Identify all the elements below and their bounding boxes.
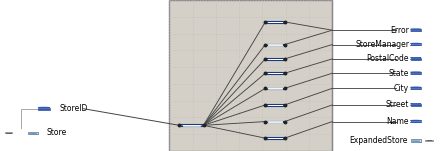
FancyBboxPatch shape xyxy=(332,0,440,151)
FancyBboxPatch shape xyxy=(267,22,283,23)
Ellipse shape xyxy=(38,109,50,110)
FancyBboxPatch shape xyxy=(267,73,283,74)
FancyBboxPatch shape xyxy=(411,87,421,89)
Text: StoreManager: StoreManager xyxy=(355,40,409,49)
Ellipse shape xyxy=(411,45,421,46)
Text: PostalCode: PostalCode xyxy=(367,54,409,63)
FancyBboxPatch shape xyxy=(411,58,421,60)
FancyBboxPatch shape xyxy=(265,44,285,45)
FancyBboxPatch shape xyxy=(265,104,285,106)
FancyBboxPatch shape xyxy=(169,0,332,151)
FancyBboxPatch shape xyxy=(411,120,421,122)
FancyBboxPatch shape xyxy=(265,21,285,23)
Text: StoreID: StoreID xyxy=(59,104,88,113)
FancyBboxPatch shape xyxy=(411,43,421,45)
FancyBboxPatch shape xyxy=(265,58,285,60)
FancyBboxPatch shape xyxy=(5,132,12,133)
FancyBboxPatch shape xyxy=(265,137,285,139)
Ellipse shape xyxy=(411,87,421,88)
FancyBboxPatch shape xyxy=(265,121,285,122)
Ellipse shape xyxy=(411,105,421,106)
Text: Error: Error xyxy=(390,26,409,35)
FancyBboxPatch shape xyxy=(425,140,433,141)
FancyBboxPatch shape xyxy=(179,124,203,126)
Ellipse shape xyxy=(411,43,421,44)
FancyBboxPatch shape xyxy=(38,108,50,110)
FancyBboxPatch shape xyxy=(265,88,285,89)
Text: Name: Name xyxy=(387,117,409,126)
FancyBboxPatch shape xyxy=(265,72,285,74)
FancyBboxPatch shape xyxy=(28,132,38,134)
FancyBboxPatch shape xyxy=(267,138,283,139)
Ellipse shape xyxy=(411,122,421,123)
Text: State: State xyxy=(389,69,409,78)
FancyBboxPatch shape xyxy=(411,139,421,142)
Text: Street: Street xyxy=(386,100,409,109)
Ellipse shape xyxy=(411,120,421,121)
FancyBboxPatch shape xyxy=(267,88,283,89)
Text: Store: Store xyxy=(46,128,66,137)
Text: ExpandedStore: ExpandedStore xyxy=(349,136,408,145)
FancyBboxPatch shape xyxy=(267,59,283,60)
Ellipse shape xyxy=(411,59,421,60)
Text: City: City xyxy=(394,84,409,93)
FancyBboxPatch shape xyxy=(0,0,169,151)
FancyBboxPatch shape xyxy=(411,29,421,31)
FancyBboxPatch shape xyxy=(267,44,283,45)
Ellipse shape xyxy=(38,107,50,108)
FancyBboxPatch shape xyxy=(267,121,283,122)
FancyBboxPatch shape xyxy=(267,105,283,106)
FancyBboxPatch shape xyxy=(181,125,202,126)
Ellipse shape xyxy=(411,89,421,90)
FancyBboxPatch shape xyxy=(411,72,421,74)
FancyBboxPatch shape xyxy=(411,104,421,106)
